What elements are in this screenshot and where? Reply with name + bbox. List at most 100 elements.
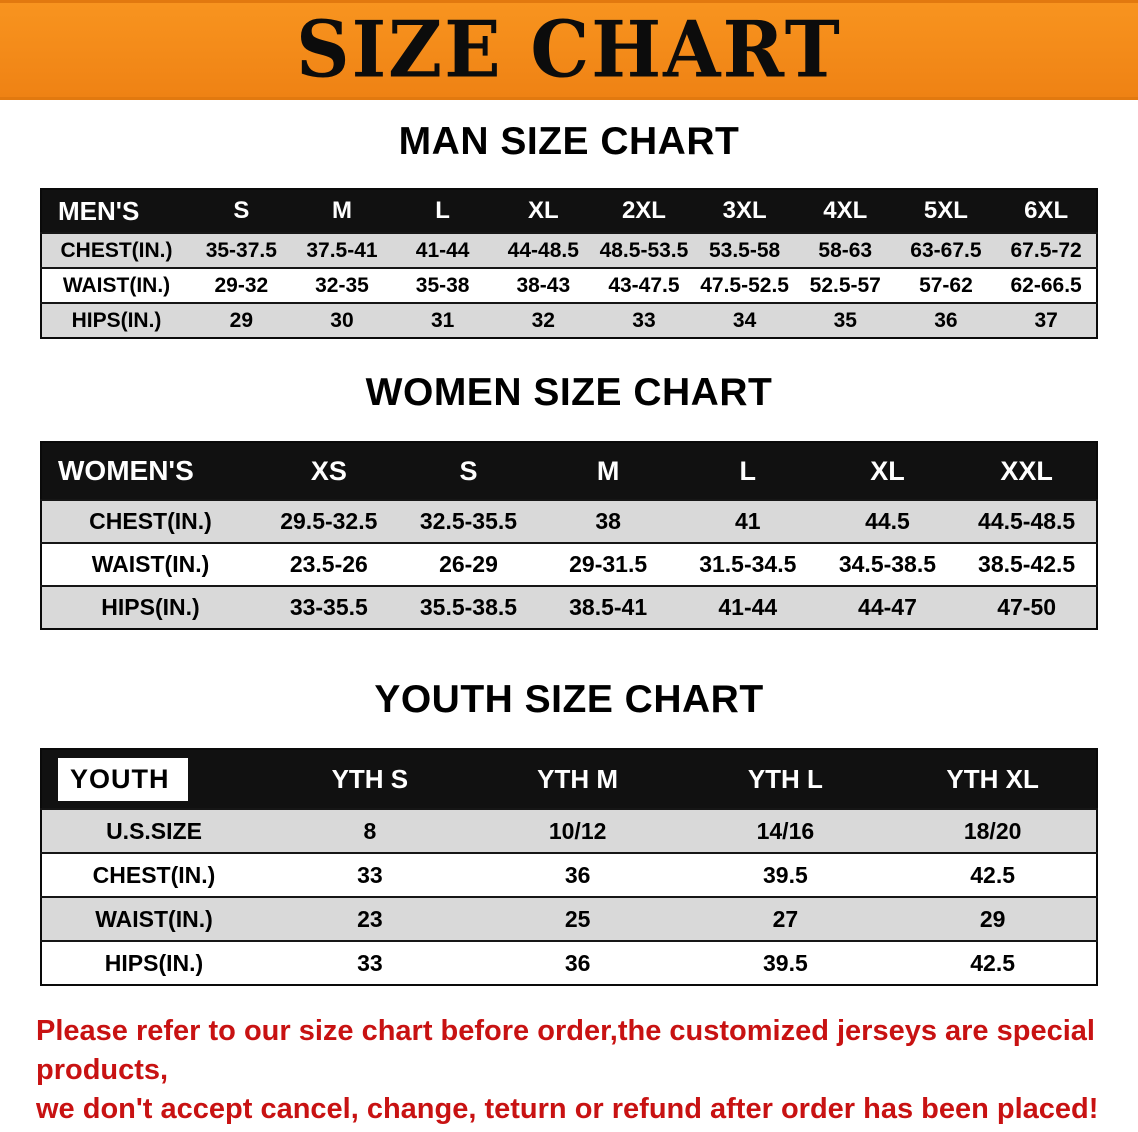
- size-value: 38: [595, 508, 621, 534]
- size-column-header: 4XL: [823, 197, 868, 224]
- table-corner-label: WOMEN'S: [41, 442, 259, 500]
- size-value: 33: [357, 861, 383, 888]
- size-value: 39.5: [762, 949, 808, 976]
- size-value: 29: [979, 905, 1006, 932]
- size-value: 52.5-57: [809, 273, 881, 297]
- size-value: 43-47.5: [608, 273, 680, 297]
- men-section-heading: MAN SIZE CHART: [398, 120, 740, 163]
- size-value: 30: [330, 308, 354, 332]
- men-size-table: MEN'S S M L XL 2XL 3XL 4XL 5XL 6XL CHEST(IN.) 35-37…: [40, 188, 1098, 339]
- row-label: CHEST(IN.): [60, 238, 173, 262]
- size-value: 35: [833, 308, 857, 332]
- row-label: U.S.SIZE: [106, 817, 202, 844]
- table-corner-label-text: WOMEN'S: [58, 455, 194, 486]
- size-value: 29: [229, 308, 253, 332]
- size-value: 37: [1034, 308, 1058, 332]
- size-column-header: XXL: [1000, 455, 1053, 486]
- size-value: 32.5-35.5: [419, 508, 518, 534]
- size-value: 41-44: [415, 238, 470, 262]
- size-value: 33: [357, 949, 383, 976]
- size-column-header: YTH L: [747, 763, 823, 794]
- table-row: HIPS(IN.) 33 36 39.5 42.5: [41, 941, 1097, 985]
- size-value: 53.5-58: [708, 238, 781, 262]
- size-value: 44.5: [865, 508, 910, 534]
- youth-size-table: YOUTH YTH S YTH M YTH L YTH XL U.S.SIZE 8 10/12…: [40, 748, 1098, 986]
- table-row: HIPS(IN.) 29 30 31 32 33 34 35 36 37: [41, 303, 1097, 338]
- row-label: HIPS(IN.): [101, 594, 200, 620]
- size-value: 38.5-41: [569, 594, 648, 620]
- row-label: WAIST(IN.): [62, 273, 171, 297]
- table-corner-label: YOUTH: [41, 749, 266, 809]
- table-row: WAIST(IN.) 29-32 32-35 35-38 38-43 43-47.5 47.…: [41, 268, 1097, 303]
- size-value: 67.5-72: [1010, 238, 1082, 262]
- size-value: 36: [564, 949, 591, 976]
- table-corner-label-text: YOUTH: [58, 757, 188, 801]
- table-row: WAIST(IN.) 23 25 27 29: [41, 897, 1097, 941]
- women-size-table: WOMEN'S XS S M L XL XXL CHEST(IN.) 29.5-32.5 32.5…: [40, 441, 1098, 630]
- size-value: 62-66.5: [1010, 273, 1082, 297]
- table-row: CHEST(IN.) 35-37.5 37.5-41 41-44 44-48.5 48.5…: [41, 233, 1097, 268]
- size-value: 58-63: [818, 238, 873, 262]
- disclaimer: Please refer to our size chart before or…: [36, 1012, 1108, 1129]
- size-value: 36: [564, 861, 591, 888]
- size-column-header: S: [459, 455, 478, 486]
- size-column-header: XL: [527, 197, 559, 224]
- size-value: 29-31.5: [569, 551, 648, 577]
- table-header-row: WOMEN'S XS S M L XL XXL: [41, 442, 1097, 500]
- size-column-header: L: [435, 197, 450, 224]
- row-label: HIPS(IN.): [71, 308, 162, 332]
- size-value: 27: [772, 905, 799, 932]
- size-value: 44-48.5: [507, 238, 579, 262]
- size-value: 48.5-53.5: [599, 238, 689, 262]
- size-value: 14/16: [756, 817, 815, 844]
- size-value: 35-38: [415, 273, 470, 297]
- table-header-row: YOUTH YTH S YTH M YTH L YTH XL: [41, 749, 1097, 809]
- size-column-header: YTH XL: [946, 763, 1039, 794]
- table-row: HIPS(IN.) 33-35.5 35.5-38.5 38.5-41 41-44 44-…: [41, 586, 1097, 629]
- size-column-header: M: [596, 455, 620, 486]
- size-value: 38-43: [516, 273, 571, 297]
- row-label: HIPS(IN.): [104, 949, 204, 976]
- size-column-header: YTH S: [331, 763, 409, 794]
- size-value: 33-35.5: [289, 594, 368, 620]
- size-value: 42.5: [970, 861, 1015, 888]
- size-column-header: M: [331, 197, 352, 224]
- size-column-header: YTH M: [537, 763, 619, 794]
- table-corner-label-text: MEN'S: [58, 195, 140, 226]
- size-value: 41-44: [718, 594, 778, 620]
- women-section-heading: WOMEN SIZE CHART: [365, 371, 773, 414]
- size-value: 34: [732, 308, 757, 332]
- men-size-section: MAN SIZE CHART MEN'S S M L XL 2XL 3XL 4XL 5XL 6XL…: [0, 120, 1138, 339]
- size-value: 37.5-41: [306, 238, 378, 262]
- size-value: 36: [934, 308, 958, 332]
- size-value: 47-50: [997, 594, 1057, 620]
- banner: SIZE CHART: [0, 0, 1138, 100]
- size-value: 10/12: [548, 817, 607, 844]
- size-value: 35.5-38.5: [419, 594, 518, 620]
- size-value: 23.5-26: [289, 551, 368, 577]
- table-row: CHEST(IN.) 33 36 39.5 42.5: [41, 853, 1097, 897]
- size-column-header: 6XL: [1024, 197, 1069, 224]
- page-title: SIZE CHART: [296, 4, 842, 96]
- row-label: WAIST(IN.): [91, 551, 210, 577]
- row-label: CHEST(IN.): [89, 508, 212, 534]
- row-label: CHEST(IN.): [92, 861, 216, 888]
- disclaimer-line-1: Please refer to our size chart before or…: [36, 1015, 1095, 1086]
- table-row: U.S.SIZE 8 10/12 14/16 18/20: [41, 809, 1097, 853]
- youth-size-section: YOUTH SIZE CHART YOUTH YTH S YTH M YTH L YTH…: [0, 678, 1138, 986]
- size-value: 29-32: [214, 273, 269, 297]
- table-corner-label: MEN'S: [41, 189, 191, 233]
- size-value: 33: [632, 308, 656, 332]
- size-value: 44.5-48.5: [978, 508, 1076, 534]
- size-value: 18/20: [963, 817, 1022, 844]
- size-column-header: 5XL: [923, 197, 968, 224]
- row-label: WAIST(IN.): [95, 905, 213, 932]
- size-value: 23: [357, 905, 383, 932]
- size-value: 31: [430, 308, 455, 332]
- table-header-row: MEN'S S M L XL 2XL 3XL 4XL 5XL 6XL: [41, 189, 1097, 233]
- table-row: WAIST(IN.) 23.5-26 26-29 29-31.5 31.5-34.5 34…: [41, 543, 1097, 586]
- youth-section-heading: YOUTH SIZE CHART: [374, 678, 764, 721]
- size-value: 32: [531, 308, 555, 332]
- size-value: 35-37.5: [205, 238, 277, 262]
